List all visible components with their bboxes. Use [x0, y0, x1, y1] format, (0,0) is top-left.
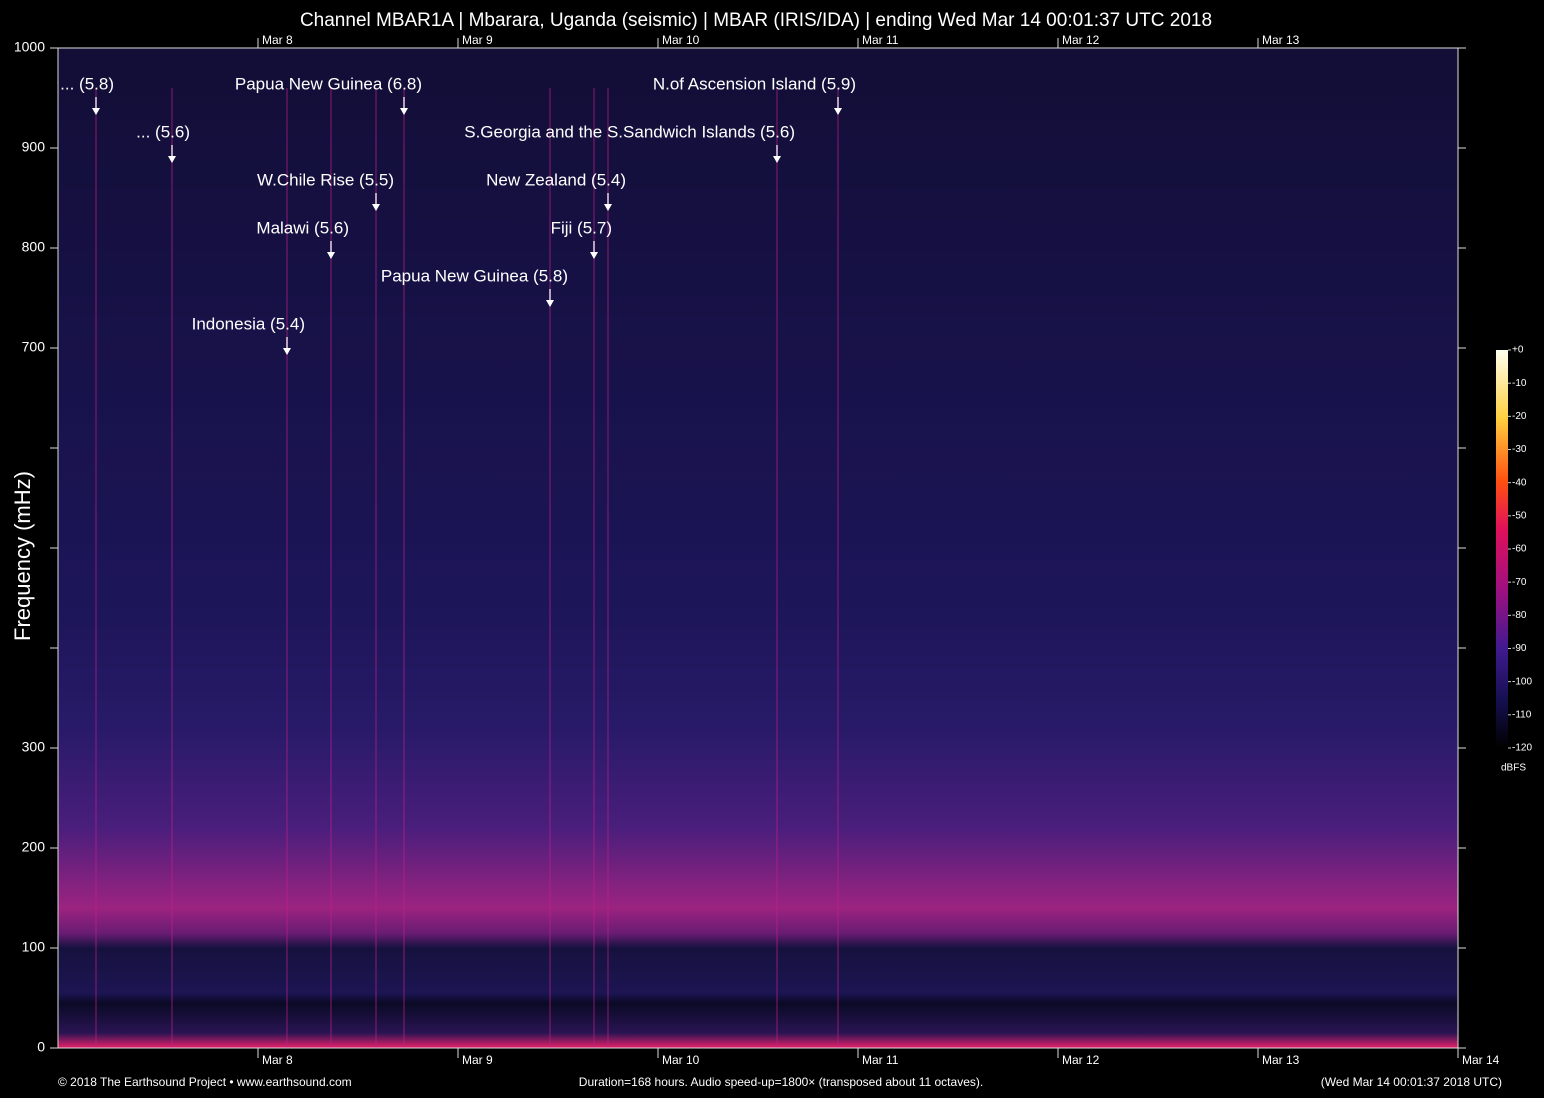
annotation-arrowhead	[372, 204, 380, 211]
annotation-text: Indonesia (5.4)	[192, 314, 305, 333]
annotation-arrowhead	[546, 300, 554, 307]
y-tick-label: 900	[22, 139, 46, 155]
event-streak	[171, 88, 173, 1048]
x-tick-label-top: Mar 11	[862, 33, 899, 47]
y-tick-label: 200	[22, 839, 46, 855]
event-streak	[549, 88, 551, 1048]
annotation-text: N.of Ascension Island (5.9)	[653, 74, 856, 93]
colorbar-tick-label: -70	[1512, 577, 1527, 588]
colorbar-tick-label: -40	[1512, 477, 1527, 488]
footer-right: (Wed Mar 14 00:01:37 2018 UTC)	[1321, 1075, 1502, 1089]
colorbar-tick-label: -50	[1512, 510, 1527, 521]
x-tick-label-top: Mar 10	[662, 33, 700, 47]
annotation-arrowhead	[327, 252, 335, 259]
event-streak	[593, 88, 595, 1048]
annotation-arrowhead	[400, 108, 408, 115]
event-streak	[776, 88, 778, 1048]
y-tick-label: 1000	[14, 39, 45, 55]
colorbar	[1496, 350, 1508, 748]
annotation-text: New Zealand (5.4)	[486, 170, 626, 189]
x-tick-label: Mar 13	[1262, 1053, 1300, 1067]
x-tick-label: Mar 14	[1462, 1053, 1500, 1067]
annotation-arrowhead	[834, 108, 842, 115]
annotation-text: Papua New Guinea (6.8)	[235, 74, 422, 93]
annotation-text: ... (5.8)	[60, 74, 114, 93]
colorbar-tick-label: -90	[1512, 643, 1527, 654]
colorbar-tick-label: -120	[1512, 743, 1532, 754]
y-tick-label: 700	[22, 339, 46, 355]
x-tick-label: Mar 10	[662, 1053, 700, 1067]
y-tick-label: 0	[37, 1039, 45, 1055]
annotation-text: Malawi (5.6)	[256, 218, 349, 237]
event-streak	[375, 88, 377, 1048]
y-tick-label: 300	[22, 739, 46, 755]
event-streak	[95, 88, 97, 1048]
y-tick-label: 100	[22, 939, 46, 955]
colorbar-tick-label: -60	[1512, 544, 1527, 555]
annotation-text: S.Georgia and the S.Sandwich Islands (5.…	[464, 122, 795, 141]
event-streak	[330, 88, 332, 1048]
colorbar-tick-label: -20	[1512, 411, 1527, 422]
colorbar-tick-label: -30	[1512, 444, 1527, 455]
annotation-text: Papua New Guinea (5.8)	[381, 266, 568, 285]
colorbar-tick-label: -80	[1512, 610, 1527, 621]
footer-left: © 2018 The Earthsound Project • www.eart…	[58, 1075, 352, 1089]
y-tick-label: 800	[22, 239, 46, 255]
spectrogram	[58, 48, 1458, 1048]
colorbar-tick-label: -100	[1512, 676, 1532, 687]
chart-title: Channel MBAR1A | Mbarara, Uganda (seismi…	[300, 10, 1212, 31]
footer-center: Duration=168 hours. Audio speed-up=1800×…	[579, 1075, 983, 1089]
colorbar-tick-label: -10	[1512, 378, 1527, 389]
event-streak	[286, 88, 288, 1048]
annotation-arrowhead	[773, 156, 781, 163]
x-tick-label: Mar 9	[462, 1053, 493, 1067]
x-tick-label-top: Mar 9	[462, 33, 493, 47]
x-tick-label-top: Mar 12	[1062, 33, 1100, 47]
x-tick-label-top: Mar 8	[262, 33, 293, 47]
x-tick-label-top: Mar 13	[1262, 33, 1300, 47]
annotation-arrowhead	[283, 348, 291, 355]
annotation-arrowhead	[604, 204, 612, 211]
y-axis-label: Frequency (mHz)	[10, 471, 35, 641]
annotation-text: Fiji (5.7)	[551, 218, 612, 237]
annotation-arrowhead	[92, 108, 100, 115]
event-streak	[403, 88, 405, 1048]
annotation-arrowhead	[168, 156, 176, 163]
colorbar-tick-label: -110	[1512, 709, 1532, 720]
annotation-text: W.Chile Rise (5.5)	[257, 170, 394, 189]
colorbar-tick-label: +0	[1512, 345, 1524, 356]
x-tick-label: Mar 8	[262, 1053, 293, 1067]
colorbar-label: dBFS	[1501, 763, 1526, 774]
annotation-text: ... (5.6)	[136, 122, 190, 141]
annotation-arrowhead	[590, 252, 598, 259]
x-tick-label: Mar 11	[862, 1053, 899, 1067]
x-tick-label: Mar 12	[1062, 1053, 1100, 1067]
event-streak	[837, 88, 839, 1048]
event-streak	[607, 88, 609, 1048]
